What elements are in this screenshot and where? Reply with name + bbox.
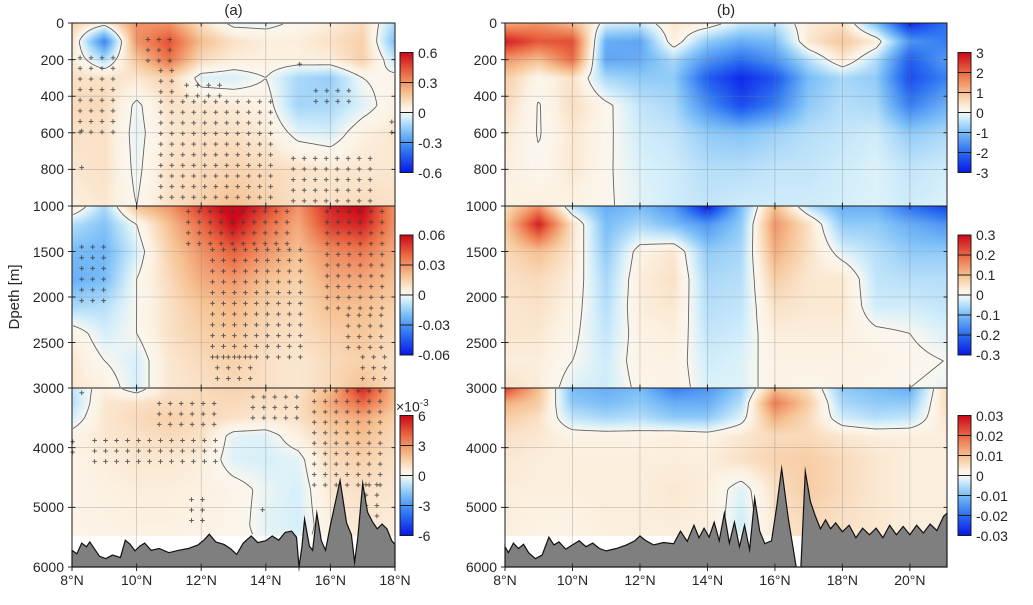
depth-latitude-sections-canvas — [0, 0, 1033, 605]
figure-root: (a) (b) Dpeth [m] 8°N 10°N 12°N 14°N 16°N 18°… — [0, 0, 1033, 605]
